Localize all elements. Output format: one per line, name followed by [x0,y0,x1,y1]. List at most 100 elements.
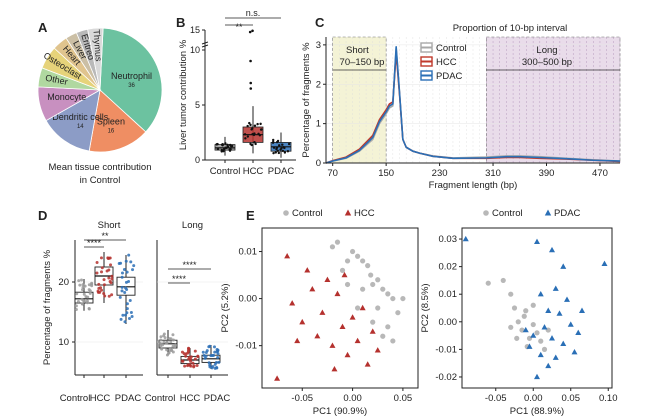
x-tick-label: 150 [378,168,394,179]
data-point [187,357,191,361]
data-point [74,308,78,312]
data-point [274,151,277,154]
x-tick-label: 390 [539,168,555,179]
data-point [75,292,79,296]
y-axis-label: Percentage of fragments % [42,249,53,365]
scatter-point-control [360,258,366,264]
data-point [216,142,219,146]
data-point [124,313,128,317]
data-point [109,263,113,267]
y-tick-label: 2 [316,79,321,90]
data-point [249,123,252,127]
scatter-point-control [500,277,506,284]
scatter-point-hcc [314,333,321,339]
data-point [159,338,163,342]
data-point [272,151,275,155]
x-tick-label: Control [210,166,241,177]
data-point [202,354,206,358]
scatter-point-control [521,313,527,319]
data-point [169,340,173,344]
scatter-point-pdac [541,324,548,330]
data-point [102,292,106,296]
data-point [216,147,220,151]
outlier-point [249,81,253,85]
scatter-point-hcc [334,290,341,297]
scatter-point-control [385,324,391,330]
data-point [120,285,124,289]
data-point [244,137,247,140]
data-point [130,314,134,318]
legend-marker [283,210,289,216]
data-point [90,282,94,286]
scatter-point-pdac [567,321,574,327]
data-point [88,289,92,293]
data-point [212,353,216,357]
scatter-point-control [538,338,544,344]
data-point [160,343,164,347]
scatter-point-control [344,258,351,264]
x-tick-label: HCC [90,393,111,404]
data-point [186,364,190,368]
scatter-point-pdac [537,291,544,297]
scatter-point-control [355,253,361,259]
data-point [95,271,99,275]
data-point [189,359,193,363]
legend-marker [483,210,489,216]
data-point [118,295,122,299]
data-point [127,253,131,257]
x-tick-label: Control [145,393,176,404]
data-point [102,278,106,282]
x-tick-label: 0.05 [394,393,413,404]
data-point [184,354,188,358]
data-point [123,290,127,294]
x-tick-label: 470 [592,168,608,179]
data-point [246,135,250,138]
data-point [167,351,171,355]
x-tick-label: 0.00 [343,393,362,404]
scatter-point-hcc [364,361,371,367]
data-point [259,122,262,126]
x-tick-label: 230 [432,168,448,179]
x-tick-label: 0.10 [599,393,618,404]
data-point [277,151,281,155]
data-point [251,127,254,130]
pie-value-label: 36 [128,83,135,89]
data-point [283,151,287,154]
data-point [120,271,124,275]
axis-break [201,41,209,45]
scatter-point-pdac [552,285,559,291]
region-range-label: 70–150 bp [340,57,385,68]
data-point [271,140,275,144]
outlier-point [249,87,253,90]
y-tick-label: 20 [58,277,69,288]
data-point [119,317,123,321]
y-tick-label: 15 [190,25,200,35]
data-point [109,281,113,285]
outlier-point [249,59,252,63]
y-tick-label: 0.00 [239,294,258,305]
scatter-point-pdac [545,307,552,313]
scatter-point-hcc [319,309,326,315]
scatter-point-hcc [329,342,336,348]
data-point [287,142,291,146]
data-point [196,354,200,358]
data-point [78,283,82,287]
scatter-point-pdac [571,348,578,355]
data-point [77,279,81,283]
data-point [159,335,163,339]
data-point [129,260,133,264]
scatter-point-pdac [534,373,540,380]
data-point [124,259,128,263]
data-point [203,356,207,360]
scatter-point-hcc [324,276,331,282]
data-point [162,332,166,336]
scatter-point-pdac [537,351,544,358]
data-point [208,363,212,367]
plot-frame [461,227,613,389]
pie-label: Other [44,73,68,87]
scatter-point-hcc [274,375,281,381]
y-axis-label: PC2 (5.2%) [220,283,231,332]
data-point [125,307,129,311]
data-point [124,280,128,284]
data-point [217,360,221,364]
